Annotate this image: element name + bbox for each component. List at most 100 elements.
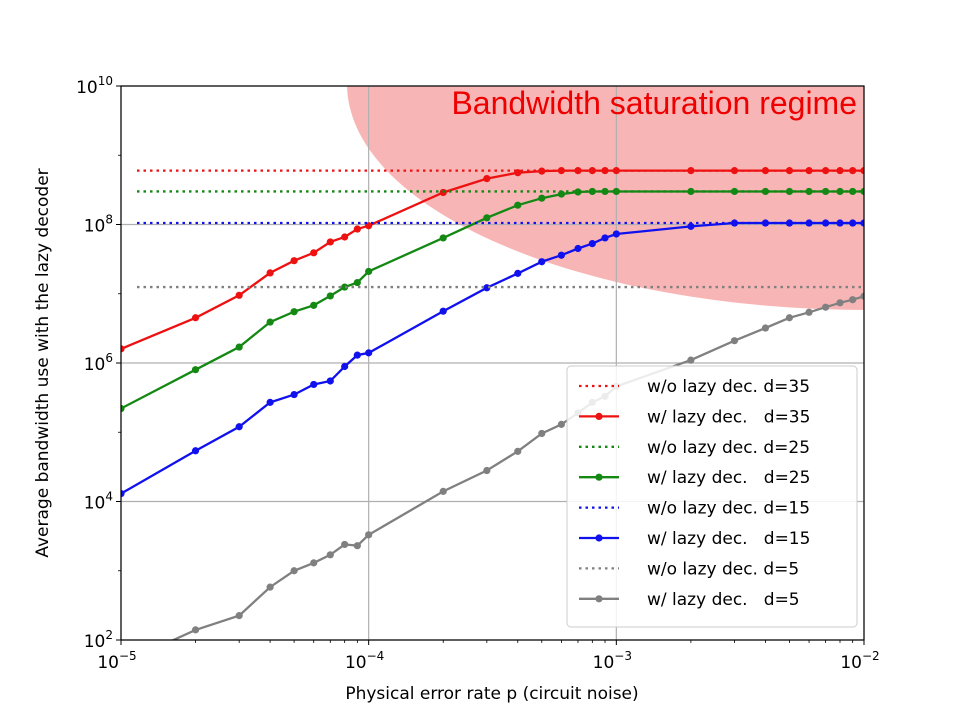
legend-label: w/o lazy dec. d=5: [647, 559, 799, 579]
data-point: [326, 238, 334, 246]
data-point: [326, 377, 334, 385]
data-point: [235, 343, 243, 351]
data-point: [353, 225, 361, 233]
legend-label: w/o lazy dec. d=15: [647, 499, 810, 519]
data-point: [574, 244, 582, 253]
data-point: [601, 187, 609, 196]
data-point: [514, 169, 522, 177]
data-point: [514, 269, 522, 277]
data-point: [612, 167, 620, 175]
series-line-w-lazy-dec-d-35: [121, 169, 864, 350]
data-point: [483, 175, 491, 183]
saturation-region: [347, 86, 864, 310]
data-point: [235, 612, 243, 620]
data-point: [601, 167, 609, 175]
data-point: [365, 531, 373, 539]
data-point: [191, 447, 200, 455]
data-point: [836, 167, 844, 175]
legend-label: w/o lazy dec. d=35: [647, 377, 810, 397]
data-point: [687, 356, 695, 364]
legend-label: w/ lazy dec. d=5: [647, 590, 800, 610]
data-point: [538, 258, 546, 266]
data-point: [266, 318, 274, 326]
data-point: [483, 214, 491, 222]
data-point: [514, 447, 522, 455]
data-point: [341, 362, 349, 371]
data-point: [353, 278, 361, 287]
data-point: [290, 567, 298, 575]
data-point: [121, 490, 125, 498]
legend-label: w/o lazy dec. d=25: [647, 438, 810, 458]
data-point: [353, 351, 361, 359]
data-point: [730, 167, 739, 175]
data-point: [588, 239, 596, 248]
data-point: [849, 167, 857, 175]
data-point: [785, 167, 794, 175]
y-tick-label: 108: [84, 213, 113, 237]
data-point: [822, 303, 830, 311]
data-point: [439, 234, 447, 242]
data-point: [849, 296, 857, 304]
data-point: [310, 559, 318, 567]
data-point: [612, 187, 620, 196]
data-point: [805, 187, 813, 196]
data-point: [483, 466, 491, 475]
data-point: [588, 187, 596, 196]
data-point: [310, 249, 318, 257]
data-point: [836, 187, 844, 196]
x-tick-label: 10−3: [593, 649, 632, 673]
data-point: [353, 542, 361, 550]
data-point: [266, 269, 274, 277]
legend: [566, 365, 858, 628]
data-point: [687, 222, 695, 230]
data-point: [860, 187, 864, 196]
data-point: [849, 187, 857, 196]
data-point: [365, 267, 373, 276]
data-point: [761, 324, 770, 332]
x-tick-label: 10−5: [97, 649, 136, 673]
series-line-w-lazy-dec-d-25: [121, 190, 864, 410]
data-point: [730, 219, 739, 227]
data-point: [439, 307, 447, 315]
x-tick-label: 10−2: [840, 649, 879, 673]
legend-label: w/ lazy dec. d=35: [647, 407, 810, 427]
data-point: [557, 251, 565, 259]
data-point: [785, 314, 794, 322]
y-tick-label: 104: [84, 490, 113, 514]
data-point: [326, 292, 334, 300]
data-point: [822, 219, 830, 227]
data-point: [290, 308, 298, 316]
data-point: [860, 167, 864, 175]
series-line-w-lazy-dec-d-5: [170, 295, 864, 640]
data-point: [687, 167, 695, 175]
data-point: [687, 187, 695, 196]
data-point: [310, 380, 318, 389]
data-point: [514, 201, 522, 209]
y-axis-label: Average bandwidth use with the lazy deco…: [33, 168, 53, 557]
data-point: [785, 219, 794, 227]
data-point: [191, 626, 200, 634]
series-line-w-lazy-dec-d-15: [121, 221, 864, 495]
data-point: [849, 219, 857, 227]
data-point: [365, 349, 373, 357]
legend-marker: [595, 473, 603, 481]
data-point: [557, 167, 565, 175]
data-point: [730, 337, 739, 345]
data-point: [574, 167, 582, 175]
x-tick-label: 10−4: [345, 649, 384, 673]
y-tick-label: 106: [84, 351, 113, 375]
data-point: [538, 429, 546, 438]
data-point: [805, 219, 813, 227]
data-point: [439, 487, 447, 495]
data-point: [290, 257, 298, 265]
data-point: [822, 167, 830, 175]
data-point: [601, 234, 609, 242]
data-point: [266, 398, 274, 406]
region-label: Bandwidth saturation regime: [451, 85, 857, 121]
data-point: [121, 345, 125, 353]
x-axis-label: Physical error rate p (circuit noise): [345, 684, 638, 704]
data-point: [836, 299, 844, 307]
data-point: [805, 167, 813, 175]
data-point: [612, 230, 620, 238]
data-point: [822, 187, 830, 196]
